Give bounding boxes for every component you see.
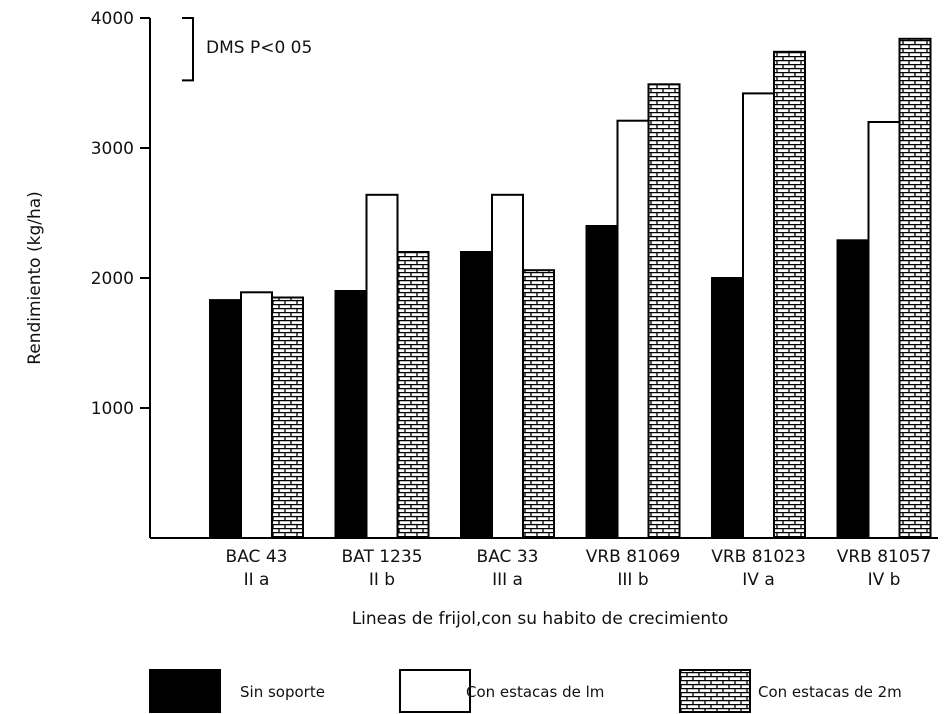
category-habit-label: IV b [868,570,901,590]
bar [365,193,399,540]
bar [585,225,619,539]
category-habit-label: III b [617,570,648,590]
legend-label: Sin soporte [240,683,325,701]
x-labels: BAC 43 II a BAT 1235 II b BAC 33 III a VRB 810… [226,547,932,590]
bar [867,121,901,539]
bar [898,37,932,540]
legend-label: Con estacas de lm [466,683,604,701]
category-label: BAC 33 [477,547,539,567]
category-label: BAC 43 [226,547,288,567]
bar [647,83,681,540]
dms-bracket [182,17,194,82]
y-tick-label: 2000 [91,269,134,289]
bar [396,251,430,539]
bar [742,92,775,540]
bar [773,50,806,540]
bar [616,119,650,539]
bar [711,277,744,539]
category-habit-label: II a [244,570,270,590]
category-label: VRB 81069 [586,547,681,567]
dms-annotation: DMS P<0 05 [182,17,312,82]
bar [209,299,242,539]
legend-swatch [149,669,221,713]
bar [522,269,555,539]
bar [836,239,870,540]
legend-label: Con estacas de 2m [758,683,902,701]
legend: Sin soporte Con estacas de lm Con estacas … [149,669,902,713]
bar [334,290,368,539]
dms-label: DMS P<0 05 [206,38,312,58]
legend-swatch [399,669,471,713]
category-label: VRB 81057 [837,547,932,567]
category-label: VRB 81023 [711,547,806,567]
y-tick-label: 4000 [91,9,134,29]
category-habit-label: III a [492,570,523,590]
bar [271,296,304,539]
bar [240,291,273,539]
legend-swatch [679,669,751,713]
y-ticks: 1000 2000 3000 4000 [91,9,150,419]
bar [460,251,493,539]
bar [491,193,524,540]
x-axis-title: Lineas de frijol,con su habito de crecim… [352,609,729,629]
category-habit-label: IV a [742,570,774,590]
y-axis-title: Rendimiento (kg/ha) [25,191,45,365]
category-label: BAT 1235 [341,547,422,567]
y-tick-label: 3000 [91,139,134,159]
bars [209,37,932,540]
y-tick-label: 1000 [91,399,134,419]
category-habit-label: II b [369,570,395,590]
